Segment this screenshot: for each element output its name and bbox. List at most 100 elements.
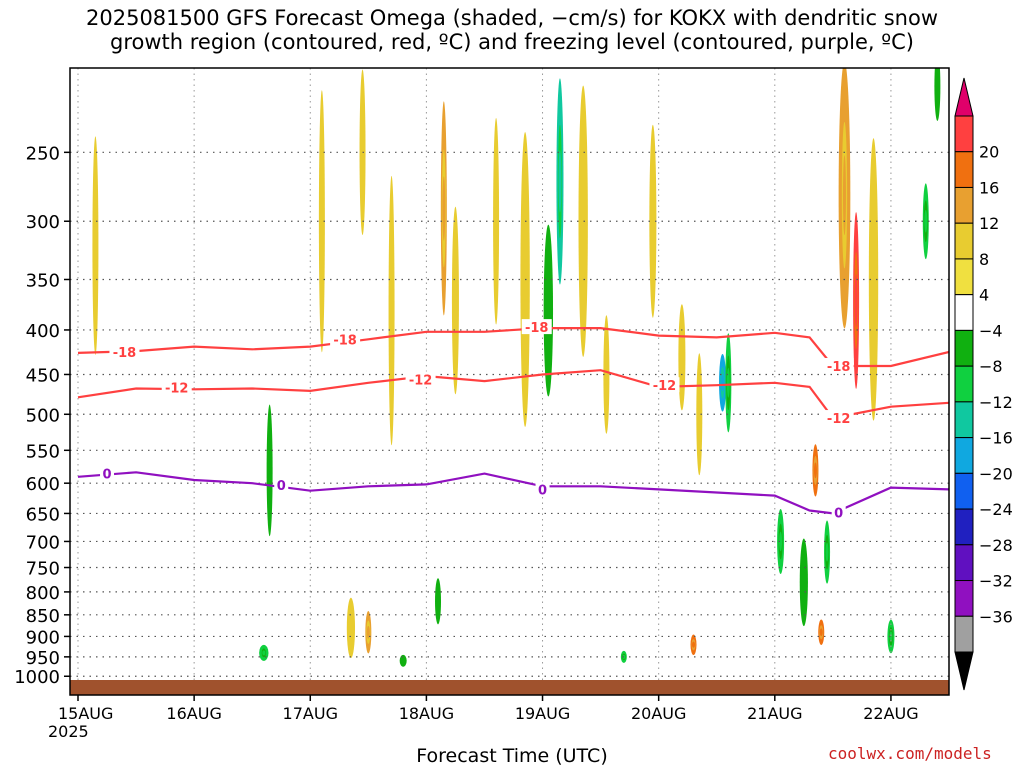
omega-cell-1 (220, 31, 226, 67)
x-tick-label-4: 19AUG (515, 704, 570, 723)
omega-cell-peak-27 (262, 650, 266, 656)
colorbar-label-10: −24 (979, 500, 1013, 519)
y-tick-label-7: 600 (26, 474, 60, 495)
chart-title-line1: 2025081500 GFS Forecast Omega (shaded, −… (86, 6, 938, 30)
omega-cell-19 (799, 538, 808, 627)
colorbar-box-13 (954, 580, 974, 617)
omega-cell-peak-20 (813, 462, 817, 479)
omega-cell-11 (578, 85, 588, 357)
colorbar-box-7 (954, 365, 974, 403)
colorbar-box-14 (954, 615, 974, 653)
colorbar-box-0 (954, 115, 974, 153)
omega-cell-30 (399, 654, 407, 667)
omega-cell-peak-21 (825, 542, 829, 562)
contour-label-8: 0 (103, 468, 112, 483)
omega-cell-7 (493, 117, 500, 325)
colorbar-box-3 (954, 222, 974, 260)
contour-label-1: -18 (333, 333, 357, 348)
colorbar-label-6: −8 (979, 357, 1003, 376)
contour-label-bg-7 (823, 410, 854, 426)
y-tick-label-12: 850 (26, 606, 60, 627)
omega-cell-9 (543, 224, 554, 397)
colorbar-label-5: −4 (979, 321, 1003, 340)
omega-cell-peak-29 (366, 625, 370, 639)
contour-label-5: -12 (409, 373, 433, 388)
colorbar-bottom-arrow (954, 651, 974, 691)
x-axis-title: Forecast Time (UTC) (416, 745, 608, 767)
omega-cell-peak-10 (558, 150, 562, 213)
x-tick-label-3: 18AUG (399, 704, 454, 723)
colorbar-label-4: 4 (979, 286, 989, 305)
contour-label-11: 0 (834, 506, 843, 521)
colorbar-box-9 (954, 437, 974, 474)
contour-label-10: 0 (538, 483, 547, 498)
x-tick-label-2: 17AUG (283, 704, 338, 723)
colorbar-box-1 (954, 151, 974, 188)
colorbar-label-9: −20 (979, 464, 1013, 483)
omega-cell-peak-32 (692, 641, 696, 648)
colorbar-box-5 (954, 294, 974, 331)
omega-cell-peak-5 (442, 176, 446, 241)
contour-label-bg-8 (100, 465, 115, 481)
x-axis-year-label: 2025 (48, 722, 89, 741)
y-tick-label-14: 950 (26, 648, 60, 669)
time-axis: 15AUG 16AUG 17AUG 18AUG 19AUG 20AUG 21AUG 22AUG (58, 695, 919, 723)
plot-grid (70, 68, 949, 695)
colorbar-box-11 (954, 508, 974, 546)
colorbar-box-6 (954, 329, 974, 367)
pressure-axis: 2503003504004505005506006507007508008509… (14, 143, 70, 688)
contour-label-0: -18 (113, 346, 137, 361)
omega-cell-peak-25 (924, 209, 928, 233)
colorbar-label-13: −36 (979, 607, 1013, 626)
contour-label-bg-1 (330, 331, 361, 347)
colorbar-label-11: −28 (979, 536, 1013, 555)
y-tick-label-6: 550 (26, 441, 60, 462)
y-tick-label-5: 500 (26, 405, 60, 426)
colorbar-label-1: 16 (979, 178, 999, 197)
omega-cell-17 (783, 0, 790, 63)
omega-cell-13 (649, 124, 657, 318)
y-tick-label-3: 400 (26, 321, 60, 342)
x-tick-label-7: 22AUG (863, 704, 918, 723)
plot-frame (69, 67, 950, 696)
y-tick-label-11: 800 (26, 583, 60, 604)
y-tick-label-10: 750 (26, 559, 60, 580)
colorbar-top-arrow (954, 77, 974, 117)
y-tick-label-4: 450 (26, 365, 60, 386)
terrain-strip (70, 680, 949, 695)
omega-cell-26 (934, 68, 941, 121)
y-tick-label-9: 700 (26, 532, 60, 553)
omega-cell-24 (868, 138, 879, 421)
contour-line--18 (77, 327, 949, 368)
contour-label-4: -12 (165, 382, 189, 397)
contour-label-bg-2 (521, 319, 552, 335)
omega-shading (92, 0, 941, 667)
x-tick-label-6: 21AUG (747, 704, 802, 723)
chart-title: 2025081500 GFS Forecast Omega (shaded, −… (0, 6, 1024, 54)
chart-title-line2: growth region (contoured, red, ºC) and f… (110, 30, 914, 54)
contour-label-bg-5 (405, 371, 436, 387)
y-tick-label-2: 350 (26, 270, 60, 291)
contour-line-0 (77, 471, 949, 515)
contour-label-bg-9 (274, 477, 289, 493)
omega-cell-4 (388, 175, 395, 446)
colorbar-box-8 (954, 401, 974, 439)
contour-label-bg-3 (823, 357, 854, 373)
x-tick-label-1: 16AUG (166, 704, 221, 723)
contour-label-bg-0 (109, 343, 140, 359)
y-tick-label-1: 300 (26, 212, 60, 233)
contour-lines: -18 -18 -18 -18 -12 -12 -12 -12 0 0 0 0 (77, 319, 949, 521)
omega-cell-peak-22 (842, 155, 846, 236)
colorbar-label-2: 12 (979, 214, 999, 233)
source-watermark: coolwx.com/models (828, 744, 992, 763)
contour-label-9: 0 (277, 479, 286, 494)
contour-label-bg-10 (535, 481, 550, 497)
y-tick-label-0: 250 (26, 143, 60, 164)
colorbar-box-4 (954, 258, 974, 296)
x-tick-label-5: 20AUG (631, 704, 686, 723)
contour-label-6: -12 (653, 379, 677, 394)
omega-cell-35 (266, 404, 273, 537)
omega-cell-12 (603, 315, 610, 434)
colorbar-label-3: 8 (979, 250, 989, 269)
y-tick-label-13: 900 (26, 627, 60, 648)
